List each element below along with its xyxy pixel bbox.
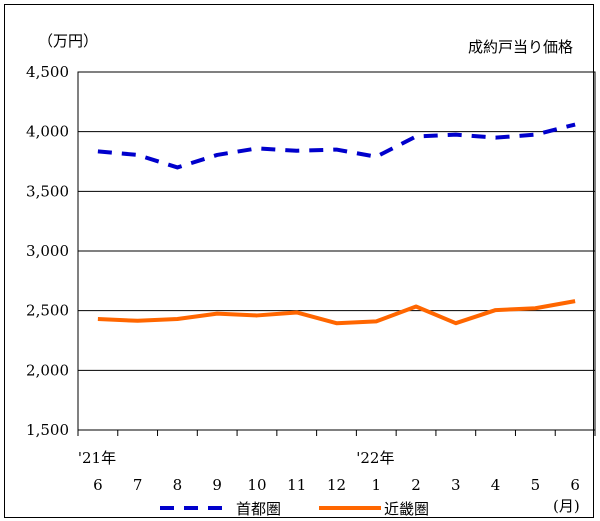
year-marker-label: '21年: [78, 449, 116, 467]
gridlines: [78, 131, 595, 371]
chart-title: 成約戸当り価格: [468, 38, 573, 56]
y-tick-label: 4,000: [26, 123, 69, 141]
year-markers: '21年 '22年: [78, 449, 395, 467]
month-unit-label: (月): [553, 497, 580, 515]
legend: 首都圏 近畿圏: [160, 500, 429, 518]
y-tick-label: 2,500: [26, 302, 69, 320]
y-axis-labels: 1,500 2,000 2,500 3,000 3,500 4,000 4,500: [26, 63, 69, 439]
x-axis-labels: 6 7 8 9 10 11 12 1 2 3 4 5 6: [93, 476, 580, 494]
year-marker-label: '22年: [356, 449, 394, 467]
x-tick-label: 4: [491, 476, 501, 494]
y-tick-label: 3,500: [26, 182, 69, 200]
x-tick-label: 8: [173, 476, 183, 494]
x-tick-label: 1: [371, 476, 381, 494]
x-tick-label: 11: [287, 476, 306, 494]
x-tick-label: 5: [531, 476, 541, 494]
x-tick-label: 3: [451, 476, 461, 494]
y-tick-label: 4,500: [26, 63, 69, 81]
x-axis-ticks: [77, 430, 596, 436]
x-tick-label: 9: [212, 476, 222, 494]
legend-label: 首都圏: [236, 500, 281, 518]
legend-label: 近畿圏: [384, 500, 429, 518]
series-lines: [97, 122, 576, 326]
y-tick-label: 3,000: [26, 242, 69, 260]
x-tick-label: 2: [411, 476, 421, 494]
y-tick-label: 2,000: [26, 361, 69, 379]
series-line: [97, 299, 576, 326]
chart-frame: [4, 4, 594, 518]
x-tick-label: 6: [570, 476, 580, 494]
x-tick-label: 6: [93, 476, 103, 494]
y-tick-label: 1,500: [26, 421, 69, 439]
x-tick-label: 12: [327, 476, 346, 494]
y-unit-label: （万円）: [38, 32, 98, 50]
series-line: [97, 122, 576, 170]
x-tick-label: 10: [247, 476, 266, 494]
x-tick-label: 7: [133, 476, 143, 494]
